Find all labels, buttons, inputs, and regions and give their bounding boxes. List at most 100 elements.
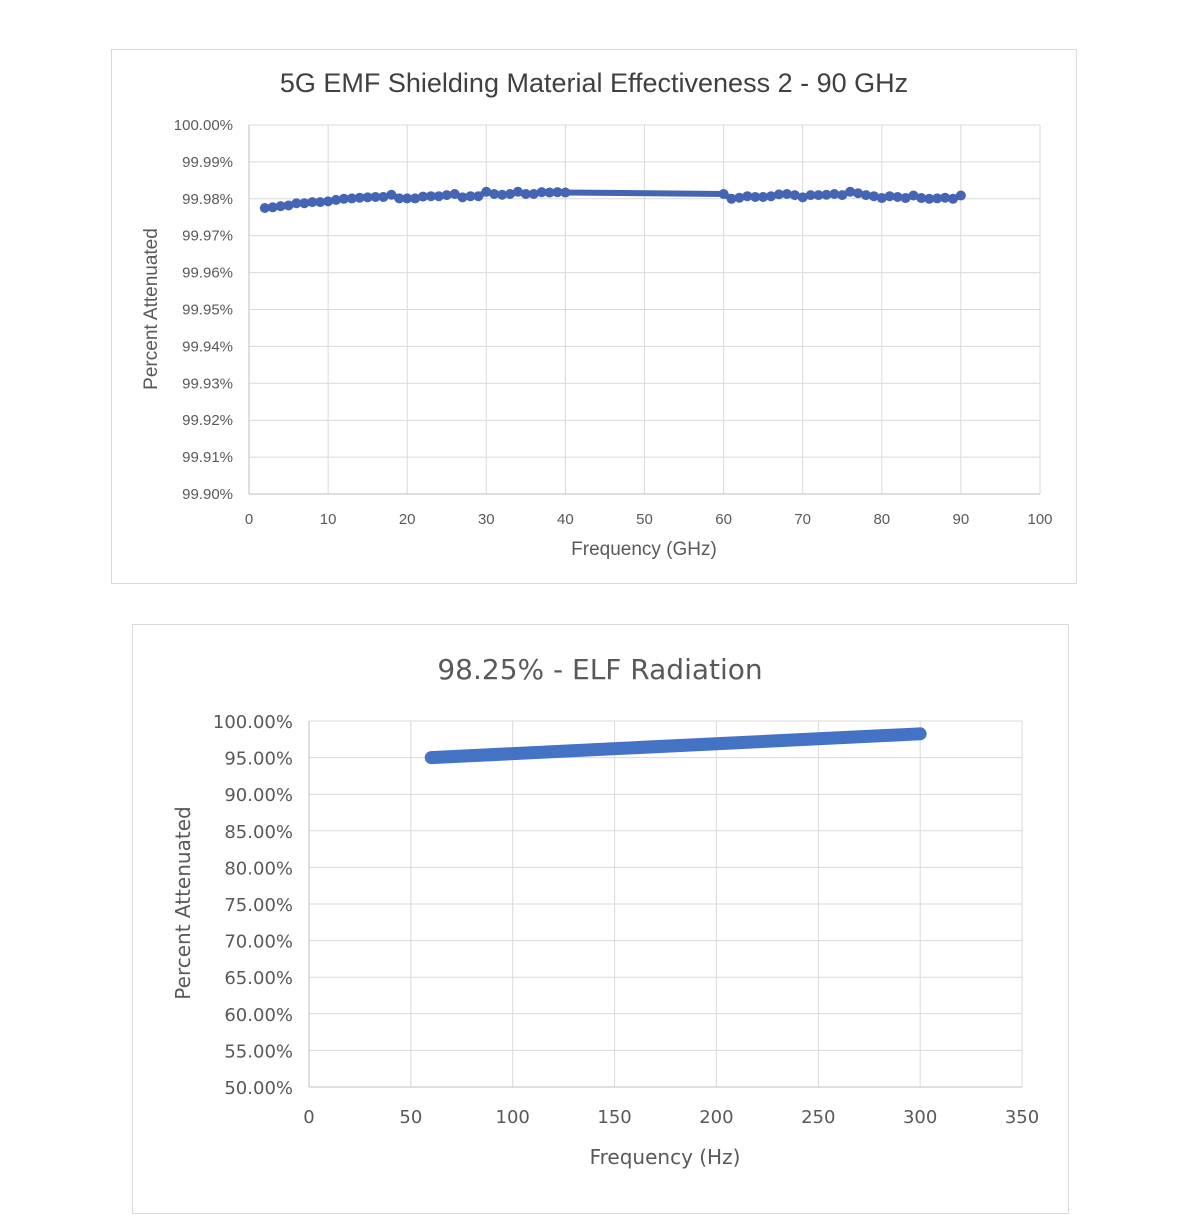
- data-point: [481, 186, 492, 197]
- data-point: [789, 190, 800, 201]
- y-tick-label: 85.00%: [224, 822, 293, 843]
- data-point: [315, 197, 326, 208]
- data-point: [908, 190, 919, 201]
- y-tick-label: 99.96%: [182, 265, 233, 282]
- y-tick-label: 70.00%: [224, 932, 293, 953]
- y-axis-label: Percent Attenuated: [141, 228, 162, 390]
- data-point: [892, 191, 903, 202]
- gridlines: [248, 124, 1041, 495]
- gridlines: [308, 720, 1023, 1088]
- data-point: [955, 190, 966, 201]
- data-point: [267, 202, 278, 213]
- chart-5g-emf-svg: 5G EMF Shielding Material Effectiveness …: [141, 68, 1053, 560]
- data-point: [876, 193, 887, 204]
- x-tick-label: 0: [303, 1107, 314, 1128]
- y-tick-label: 99.98%: [182, 191, 233, 208]
- data-point: [860, 190, 871, 201]
- data-point: [386, 189, 397, 200]
- chart-elf-radiation: 98.25% - ELF Radiation 50.00% 55.00% 60.00…: [132, 624, 1069, 1214]
- x-tick-label: 50: [399, 1107, 422, 1128]
- data-point: [346, 193, 357, 204]
- data-point: [465, 191, 476, 202]
- x-tick-label: 0: [245, 511, 253, 528]
- data-point: [307, 197, 318, 208]
- data-point: [868, 191, 879, 202]
- data-point: [536, 187, 547, 198]
- chart-title: 98.25% - ELF Radiation: [437, 653, 762, 686]
- data-point: [473, 191, 484, 202]
- data-point: [805, 190, 816, 201]
- y-tick-label: 99.93%: [182, 375, 233, 392]
- data-point: [900, 193, 911, 204]
- y-tick-label: 99.91%: [182, 449, 233, 466]
- x-tick-label: 250: [801, 1107, 835, 1128]
- x-tick-label: 300: [903, 1107, 937, 1128]
- data-point: [457, 192, 468, 203]
- chart-title: 5G EMF Shielding Material Effectiveness …: [280, 68, 908, 98]
- data-point: [947, 193, 958, 204]
- data-point: [394, 193, 405, 204]
- y-tick-label: 99.94%: [182, 338, 233, 355]
- x-tick-label: 30: [478, 511, 495, 528]
- chart-5g-emf: 5G EMF Shielding Material Effectiveness …: [111, 49, 1077, 584]
- data-point: [750, 191, 761, 202]
- x-axis-label: Frequency (GHz): [571, 539, 717, 560]
- data-point: [940, 192, 951, 203]
- data-point: [370, 191, 381, 202]
- x-tick-labels: 0 10 20 30 40 50 60 70 80 90 100: [245, 511, 1053, 528]
- data-point: [758, 191, 769, 202]
- y-tick-label: 100.00%: [174, 117, 233, 134]
- data-point: [916, 193, 927, 204]
- x-tick-label: 20: [399, 511, 416, 528]
- x-tick-label: 40: [557, 511, 574, 528]
- y-tick-label: 99.90%: [182, 486, 233, 503]
- y-tick-label: 99.99%: [182, 154, 233, 171]
- data-series: [259, 186, 966, 214]
- y-tick-label: 99.92%: [182, 412, 233, 429]
- data-point: [520, 189, 531, 200]
- x-tick-label: 150: [597, 1107, 631, 1128]
- x-tick-label: 60: [715, 511, 732, 528]
- data-point: [837, 190, 848, 201]
- data-point: [275, 201, 286, 212]
- y-tick-label: 95.00%: [224, 749, 293, 770]
- data-point: [331, 194, 342, 205]
- y-tick-labels: 99.90% 99.91% 99.92% 99.93% 99.94% 99.95% 99.9…: [174, 117, 233, 503]
- data-point: [378, 191, 389, 202]
- data-point: [425, 191, 436, 202]
- data-point: [418, 191, 429, 202]
- y-axis-label: Percent Attenuated: [171, 806, 195, 999]
- data-point: [845, 186, 856, 197]
- data-point: [544, 187, 555, 198]
- x-tick-label: 50: [636, 511, 653, 528]
- y-tick-label: 55.00%: [224, 1041, 293, 1062]
- x-tick-labels: 0 50 100 150 200 250 300 350: [303, 1107, 1039, 1128]
- y-tick-label: 65.00%: [224, 968, 293, 989]
- data-point: [291, 198, 302, 209]
- data-point: [299, 198, 310, 209]
- data-point: [433, 191, 444, 202]
- y-tick-labels: 50.00% 55.00% 60.00% 65.00% 70.00% 75.00% 80.0…: [213, 712, 293, 1099]
- data-point: [924, 193, 935, 204]
- data-point: [932, 193, 943, 204]
- y-tick-label: 75.00%: [224, 895, 293, 916]
- x-tick-label: 10: [320, 511, 337, 528]
- data-point: [766, 191, 777, 202]
- data-point: [354, 192, 365, 203]
- data-point: [813, 190, 824, 201]
- x-tick-label: 350: [1005, 1107, 1039, 1128]
- data-point: [829, 189, 840, 200]
- data-point: [489, 189, 500, 200]
- y-tick-label: 99.97%: [182, 228, 233, 245]
- x-tick-label: 70: [794, 511, 811, 528]
- data-point: [410, 193, 421, 204]
- y-tick-label: 90.00%: [224, 785, 293, 806]
- data-point: [441, 190, 452, 201]
- data-point: [821, 189, 832, 200]
- data-point: [259, 203, 270, 214]
- data-point: [797, 192, 808, 203]
- data-point: [726, 193, 737, 204]
- data-point: [449, 189, 460, 200]
- x-tick-label: 100: [496, 1107, 530, 1128]
- x-tick-label: 80: [873, 511, 890, 528]
